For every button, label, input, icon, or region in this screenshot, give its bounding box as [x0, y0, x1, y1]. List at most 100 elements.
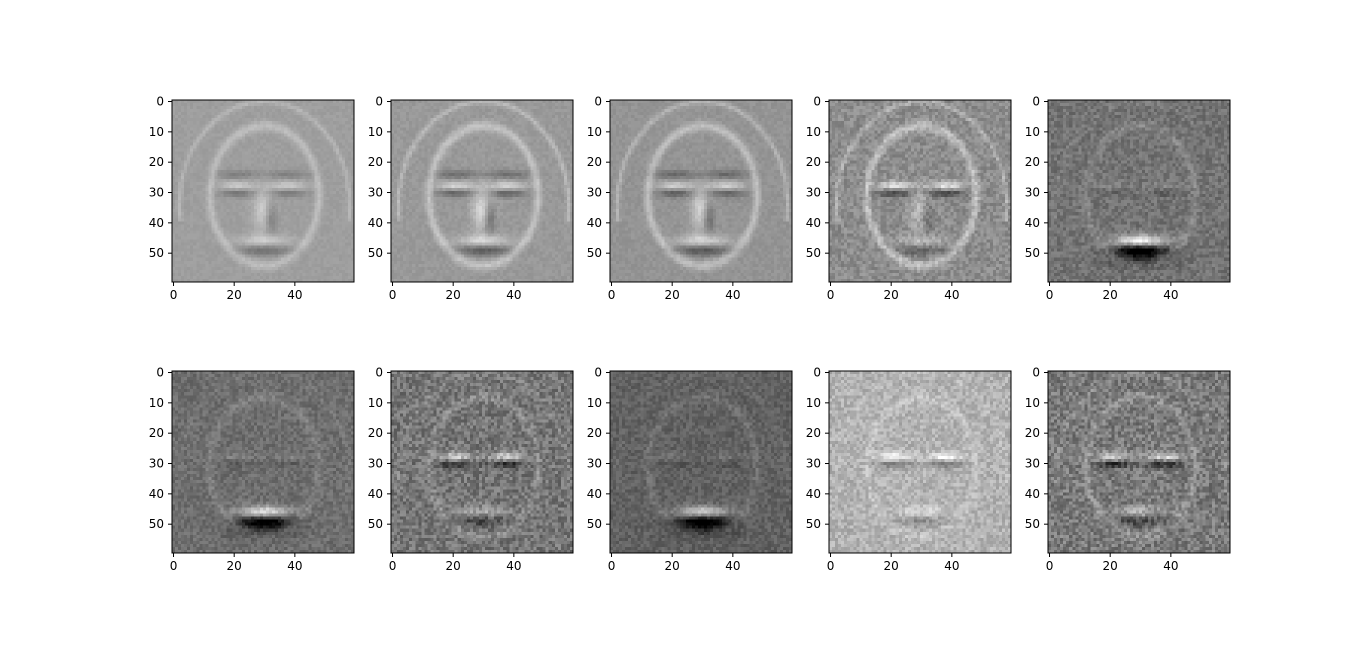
y-tick-label: 20	[368, 426, 383, 440]
subplot-9: 0 20 40 0 10 20 30 40 50	[806, 366, 1012, 573]
y-tick-label: 40	[149, 216, 164, 230]
subplot-3: 0 20 40 0 10 20 30 40 50	[587, 95, 793, 302]
heatmap-image-2	[391, 100, 573, 282]
x-tick-label: 40	[1163, 559, 1178, 573]
y-tick-label: 0	[1032, 366, 1040, 380]
x-tick-label: 40	[725, 559, 740, 573]
y-tick-label: 30	[1025, 186, 1040, 200]
y-tick-label: 0	[375, 95, 383, 109]
x-tick-label: 20	[227, 288, 242, 302]
y-tick-label: 30	[806, 457, 821, 471]
y-tick-label: 50	[1025, 246, 1040, 260]
axes-frame-7	[390, 370, 574, 554]
y-tick-label: 10	[149, 125, 164, 139]
x-tick-label: 20	[665, 559, 680, 573]
y-tick-label: 10	[587, 396, 602, 410]
heatmap-image-8	[610, 371, 792, 553]
subplot-4: 0 20 40 0 10 20 30 40 50	[806, 95, 1012, 302]
axes-frame-4	[828, 99, 1012, 283]
x-tick-label: 0	[389, 288, 397, 302]
axes-frame-5	[1047, 99, 1231, 283]
subplot-2: 0 20 40 0 10 20 30 40 50	[368, 95, 574, 302]
x-tick-label: 20	[1103, 559, 1118, 573]
y-tick-label: 20	[1025, 155, 1040, 169]
y-tick-label: 40	[806, 216, 821, 230]
x-tick-label: 20	[884, 559, 899, 573]
y-tick-label: 40	[806, 487, 821, 501]
y-tick-label: 30	[368, 457, 383, 471]
heatmap-image-7	[391, 371, 573, 553]
y-tick-label: 20	[1025, 426, 1040, 440]
y-tick-label: 10	[149, 396, 164, 410]
subplot-8: 0 20 40 0 10 20 30 40 50	[587, 366, 793, 573]
y-tick-label: 30	[587, 457, 602, 471]
y-tick-label: 0	[813, 95, 821, 109]
y-tick-label: 0	[156, 95, 164, 109]
heatmap-image-6	[172, 371, 354, 553]
x-tick-label: 0	[1046, 559, 1054, 573]
x-tick-label: 40	[1163, 288, 1178, 302]
x-tick-label: 20	[446, 559, 461, 573]
x-tick-label: 20	[227, 559, 242, 573]
y-tick-label: 10	[806, 396, 821, 410]
y-tick-label: 50	[587, 517, 602, 531]
y-tick-label: 40	[587, 487, 602, 501]
x-tick-label: 0	[1046, 288, 1054, 302]
subplot-6: 0 20 40 0 10 20 30 40 50	[149, 366, 355, 573]
y-tick-label: 10	[806, 125, 821, 139]
subplot-5: 0 20 40 0 10 20 30 40 50	[1025, 95, 1231, 302]
y-tick-label: 40	[368, 487, 383, 501]
x-tick-label: 0	[608, 288, 616, 302]
heatmap-image-10	[1048, 371, 1230, 553]
y-tick-label: 50	[806, 246, 821, 260]
axes-frame-9	[828, 370, 1012, 554]
x-tick-label: 0	[827, 288, 835, 302]
y-tick-label: 20	[368, 155, 383, 169]
heatmap-image-3	[610, 100, 792, 282]
y-tick-label: 40	[1025, 216, 1040, 230]
axes-frame-1	[171, 99, 355, 283]
y-tick-label: 20	[587, 155, 602, 169]
y-tick-label: 20	[587, 426, 602, 440]
y-tick-label: 50	[1025, 517, 1040, 531]
y-tick-label: 30	[587, 186, 602, 200]
y-tick-label: 40	[587, 216, 602, 230]
y-tick-label: 50	[149, 246, 164, 260]
x-tick-label: 40	[944, 559, 959, 573]
y-tick-label: 0	[813, 366, 821, 380]
y-tick-label: 30	[149, 186, 164, 200]
y-tick-label: 30	[806, 186, 821, 200]
x-tick-label: 40	[506, 288, 521, 302]
y-tick-label: 50	[806, 517, 821, 531]
y-tick-label: 30	[368, 186, 383, 200]
x-tick-label: 20	[884, 288, 899, 302]
x-tick-label: 0	[389, 559, 397, 573]
y-tick-label: 50	[587, 246, 602, 260]
axes-frame-3	[609, 99, 793, 283]
y-tick-label: 0	[594, 366, 602, 380]
x-tick-label: 0	[170, 288, 178, 302]
y-tick-label: 30	[149, 457, 164, 471]
y-tick-label: 40	[1025, 487, 1040, 501]
x-tick-label: 40	[725, 288, 740, 302]
y-tick-label: 40	[368, 216, 383, 230]
x-tick-label: 40	[944, 288, 959, 302]
heatmap-image-9	[829, 371, 1011, 553]
x-tick-label: 40	[506, 559, 521, 573]
y-tick-label: 50	[368, 517, 383, 531]
axes-frame-6	[171, 370, 355, 554]
y-tick-label: 10	[1025, 396, 1040, 410]
subplot-10: 0 20 40 0 10 20 30 40 50	[1025, 366, 1231, 573]
x-tick-label: 40	[287, 288, 302, 302]
y-tick-label: 20	[806, 155, 821, 169]
subplot-7: 0 20 40 0 10 20 30 40 50	[368, 366, 574, 573]
y-tick-label: 50	[149, 517, 164, 531]
heatmap-image-1	[172, 100, 354, 282]
y-tick-label: 0	[375, 366, 383, 380]
y-tick-label: 0	[1032, 95, 1040, 109]
y-tick-label: 20	[149, 155, 164, 169]
x-tick-label: 20	[1103, 288, 1118, 302]
axes-frame-2	[390, 99, 574, 283]
y-tick-label: 0	[594, 95, 602, 109]
x-tick-label: 20	[446, 288, 461, 302]
